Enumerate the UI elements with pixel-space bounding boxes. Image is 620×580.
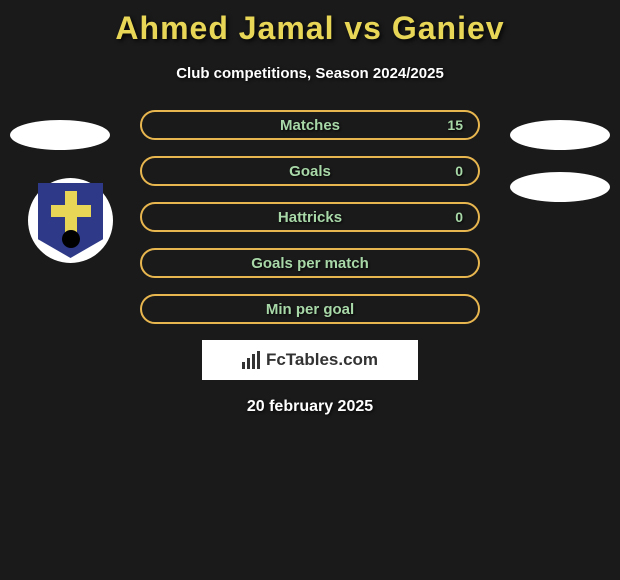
stat-bar: Min per goal [140, 294, 480, 324]
stat-row-hattricks: Hattricks 0 [0, 202, 620, 232]
stat-label: Goals [289, 163, 331, 180]
stat-label: Hattricks [278, 209, 342, 226]
stat-row-goals: Goals 0 [0, 156, 620, 186]
stat-row-min-per-goal: Min per goal [0, 294, 620, 324]
stat-value: 0 [455, 209, 463, 225]
bar-chart-icon [242, 351, 260, 369]
stat-bar: Hattricks 0 [140, 202, 480, 232]
stat-label: Matches [280, 117, 340, 134]
stat-bar: Matches 15 [140, 110, 480, 140]
footer-date: 20 february 2025 [0, 398, 620, 416]
main-container: Ahmed Jamal vs Ganiev Club competitions,… [0, 0, 620, 416]
stat-label: Goals per match [251, 255, 369, 272]
stat-label: Min per goal [266, 301, 354, 318]
logo-bar-segment [252, 354, 255, 369]
stat-value: 15 [447, 117, 463, 133]
page-title: Ahmed Jamal vs Ganiev [0, 10, 620, 47]
badge-ball-icon [62, 230, 80, 248]
stat-bar: Goals per match [140, 248, 480, 278]
logo-bar-segment [257, 351, 260, 369]
stat-value: 0 [455, 163, 463, 179]
footer-logo-box: FcTables.com [202, 340, 418, 380]
stat-bar: Goals 0 [140, 156, 480, 186]
logo-bar-segment [247, 358, 250, 369]
stat-row-matches: Matches 15 [0, 110, 620, 140]
footer-logo-text: FcTables.com [266, 350, 378, 370]
stat-row-goals-per-match: Goals per match [0, 248, 620, 278]
subtitle-text: Club competitions, Season 2024/2025 [0, 65, 620, 82]
logo-bar-segment [242, 362, 245, 369]
